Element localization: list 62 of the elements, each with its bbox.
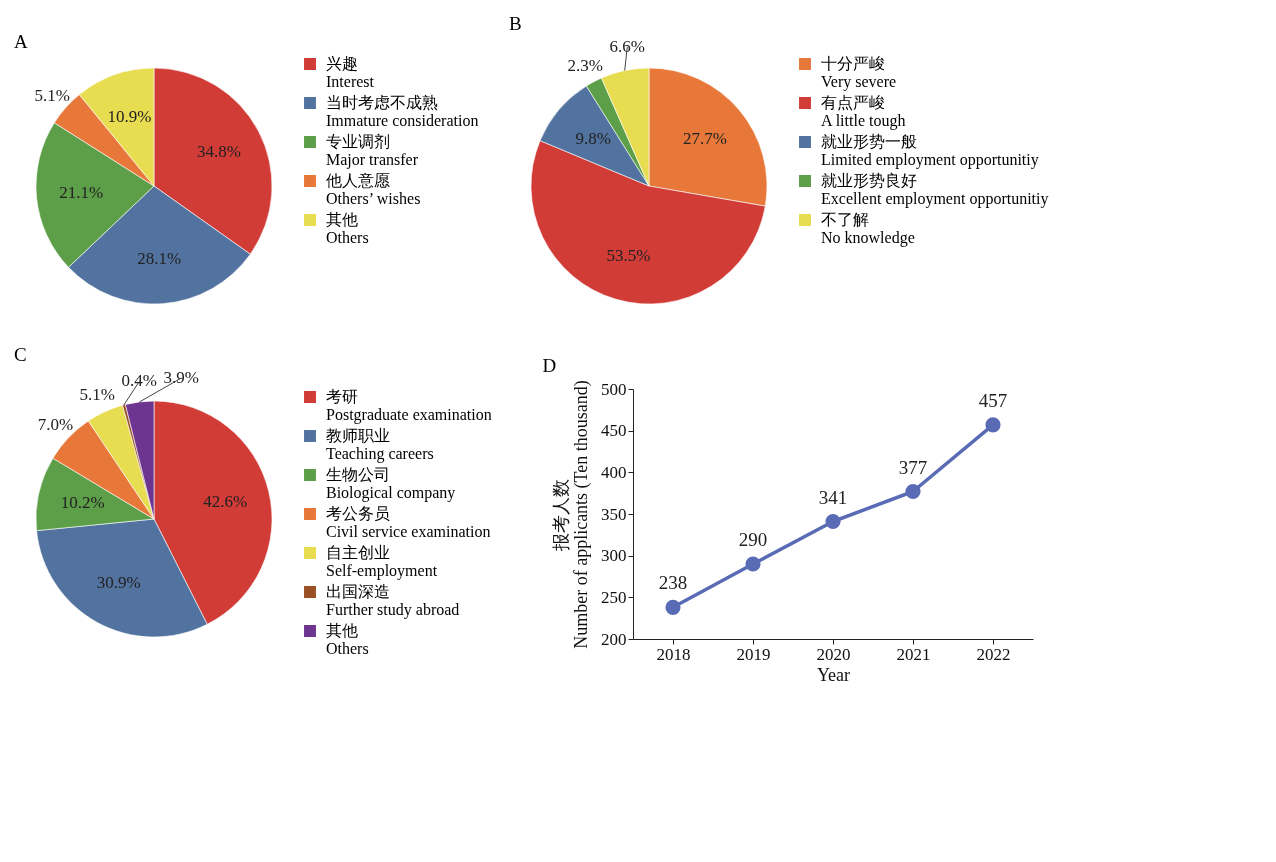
data-label: 6.6% [609,36,646,56]
legend-label: 有点严峻 A little tough [821,94,906,130]
data-label: 5.1% [34,85,70,105]
legend-label: 专业调剂 Major transfer [326,133,419,169]
x-tick-label: 2020 [816,644,851,664]
y-tick-label: 500 [601,379,627,399]
legend-label: 就业形势一般 Limited employment opportunitiy [821,133,1039,169]
y-tick-label: 450 [601,421,627,441]
slice-label: 考研 Postgraduate examination [326,388,492,424]
data-label: 7.0% [37,415,74,435]
legend-label: 当时考虑不成熟 Immature consideration [326,94,479,129]
legend-label: 不了解 No knowledge [821,211,915,247]
chart-title: D [542,354,557,376]
point [745,556,761,572]
legend-label: 就业形势良好 Excellent employment opportunitiy [821,172,1049,208]
data-label: 53.5% [606,246,651,266]
y-tick-label: 300 [601,546,627,566]
y-tick-label: 250 [601,587,627,607]
legend-label: 出国深造 Further study abroad [326,583,460,619]
chart-title: B [509,12,522,34]
x-axis-title: Year [816,664,851,685]
y-tick-label: 350 [601,504,627,524]
legend-label: 教师职业 Teaching careers [326,427,434,463]
legend-label: 考公务员 Civil service examination [326,505,491,540]
data-label: 28.1% [137,248,182,268]
data-label: 238 [658,572,688,594]
data-label: 30.9% [96,573,141,593]
y-tick-label: 400 [601,462,627,482]
legend-label: 其他 Others [326,622,369,657]
data-label: 34.8% [197,142,241,162]
legend-label: 他人意愿 Others’ wishes [326,172,421,207]
legend-label: 兴趣 Interest [326,55,375,90]
chart-title: A [14,31,28,52]
data-label: 457 [978,389,1008,411]
data-label: 290 [738,529,768,550]
point [825,513,841,530]
x-tick-label: 2021 [896,644,931,664]
chart-title: C [14,344,27,366]
legend-label: 其他 Others [326,211,369,246]
data-label: 9.8% [575,128,611,148]
y-axis-title: 报考人数 Number of applicants (Ten thousand) [551,380,592,649]
legend-label: 生物公司 Biological company [326,466,456,502]
data-label: 5.1% [79,385,116,405]
data-label: 377 [898,456,928,478]
point [905,483,921,500]
data-label: 2.3% [567,55,604,75]
data-label: 21.1% [59,183,104,203]
data-label: 42.6% [203,492,248,512]
x-tick-label: 2018 [656,644,691,664]
x-tick-label: 2022 [976,644,1011,664]
data-label: 341 [818,486,848,508]
data-label: 10.2% [60,492,105,512]
legend-label: 十分严峻 Very severe [821,55,897,91]
legend-label: 自主创业 Self-employment [326,544,438,580]
point [665,599,681,615]
data-label: 0.4% [121,371,158,391]
y-tick-label: 200 [601,629,627,649]
point [985,417,1001,433]
data-label: 10.9% [107,107,152,127]
x-tick-label: 2019 [736,644,771,664]
data-label: 27.7% [683,128,727,148]
data-label: 3.9% [163,368,200,388]
